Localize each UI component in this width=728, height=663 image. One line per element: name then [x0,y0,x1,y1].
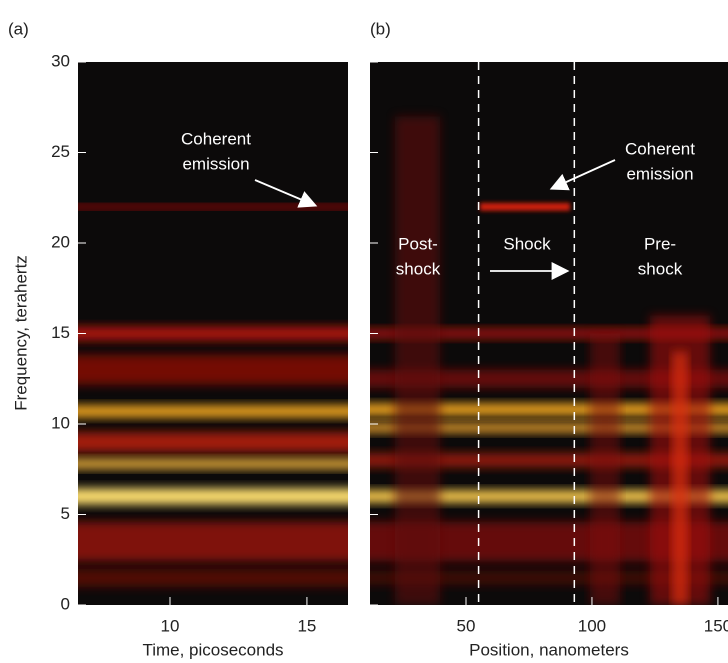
heat-streak [590,333,620,605]
annotation: shock [396,259,441,278]
heat-band [78,326,348,341]
heat-band [78,204,348,209]
heat-band [370,453,728,468]
y-tick-label: 5 [61,504,70,523]
heat-band [78,568,348,587]
heat-band [370,490,728,503]
x-tick-label: 150 [704,616,728,635]
y-tick-label: 10 [51,413,70,432]
heat-band [78,521,348,562]
heat-band [370,328,728,339]
heat-band [480,202,570,211]
annotation: Post- [398,234,438,253]
x-axis-label: Position, nanometers [469,640,629,659]
heat-band [78,458,348,469]
annotation: Shock [503,234,551,253]
annotation: Pre- [644,234,676,253]
x-axis-label: Time, picoseconds [142,640,283,659]
y-axis-label: Frequency, terahertz [11,255,30,411]
x-tick-label: 100 [578,616,606,635]
heat-band [370,369,728,388]
heat-streak [395,116,440,605]
y-tick-label: 20 [51,232,70,251]
y-tick-label: 15 [51,323,70,342]
annotation: emission [182,154,249,173]
annotation-arrow [254,179,318,208]
y-tick-label: 30 [51,51,70,70]
annotation: emission [626,164,693,183]
heat-band [370,403,728,416]
heat-streak [672,351,688,605]
annotation: Coherent [625,139,695,158]
y-tick-label: 25 [51,142,70,161]
y-tick-label: 0 [61,594,70,613]
annotation-arrow [549,159,616,191]
x-tick-label: 15 [297,616,316,635]
heat-band [370,422,728,433]
heatmap [370,62,728,605]
annotation: Coherent [181,129,251,148]
heat-band [78,354,348,385]
annotation: shock [638,259,683,278]
x-tick-label: 10 [161,616,180,635]
heat-band [78,488,348,505]
heat-band [78,405,348,418]
panel-label: (a) [8,19,29,38]
panel-label: (b) [370,19,391,38]
heat-band [78,432,348,453]
heat-band [370,570,728,585]
heatmap [78,62,348,605]
x-tick-label: 50 [457,616,476,635]
